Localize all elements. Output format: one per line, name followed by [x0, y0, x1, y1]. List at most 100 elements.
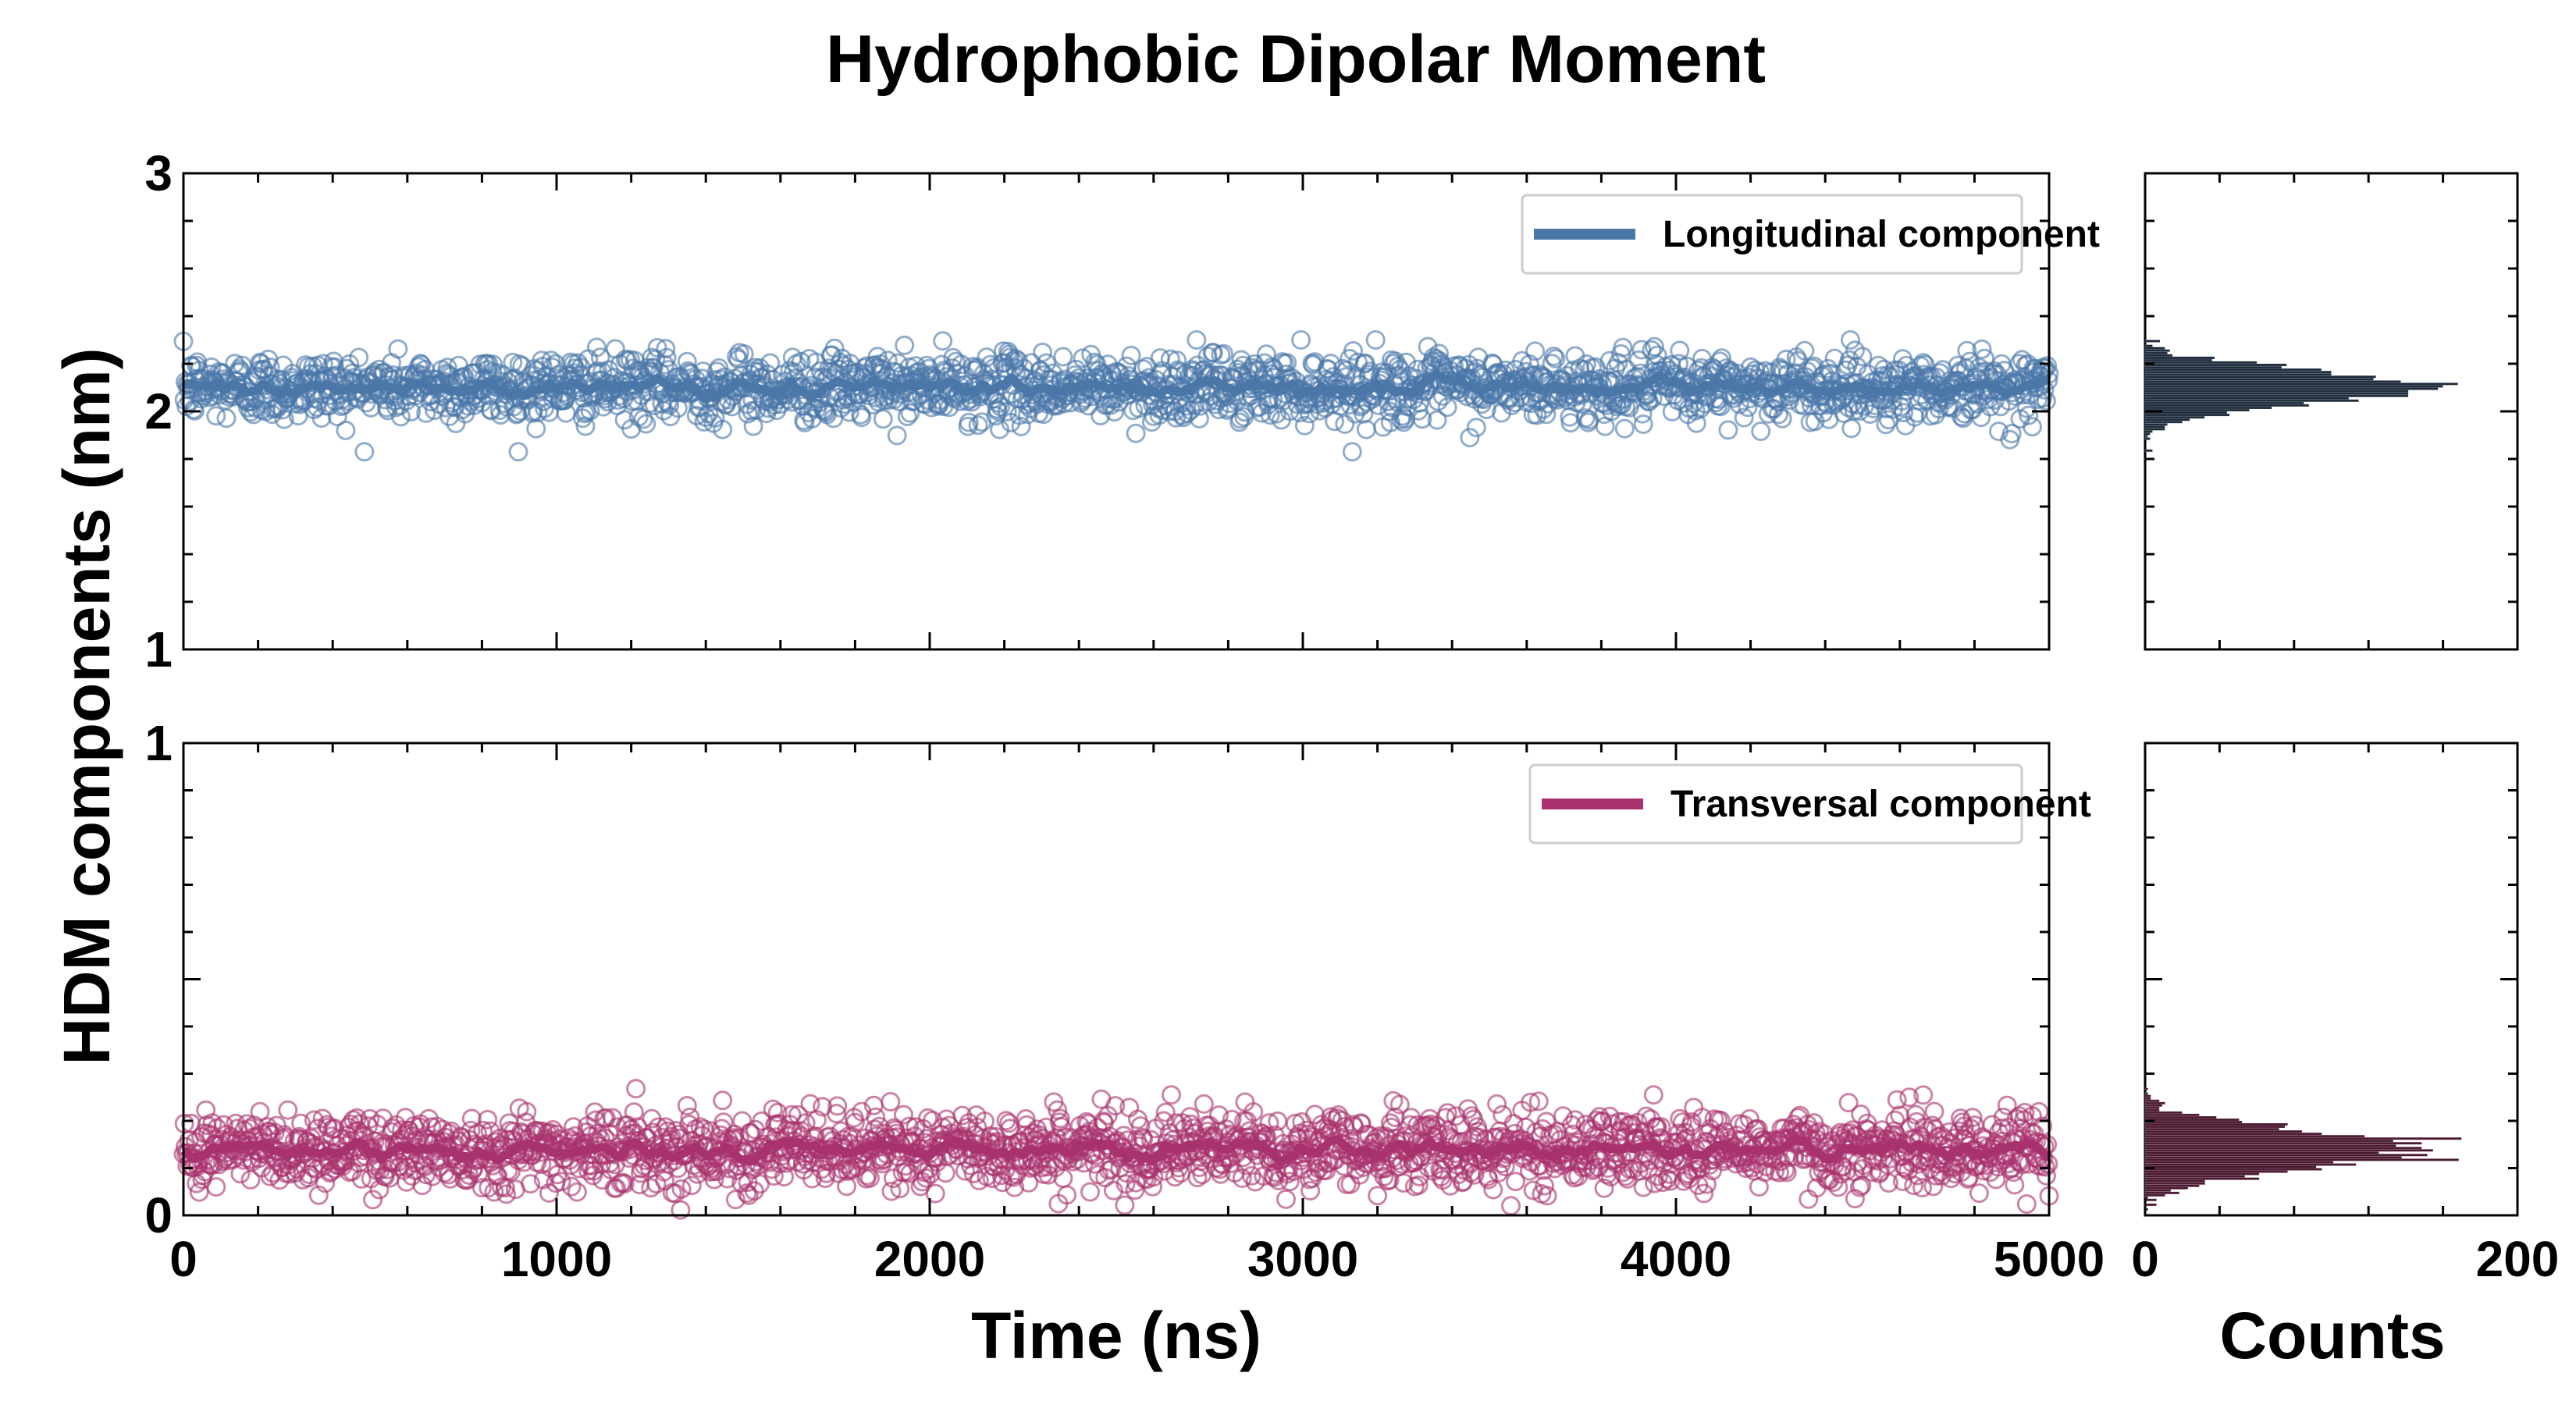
data-point	[1368, 1186, 1388, 1206]
data-point	[704, 1169, 724, 1190]
data-point	[916, 355, 937, 375]
data-point	[1050, 1108, 1070, 1129]
data-point	[354, 442, 375, 462]
data-point	[916, 1168, 936, 1188]
hist-bar	[2144, 385, 2443, 388]
data-point	[1379, 1170, 1400, 1190]
hist-bar	[2144, 1111, 2183, 1115]
data-point	[860, 1168, 880, 1188]
data-point	[1894, 403, 1914, 423]
data-point	[2037, 356, 2058, 376]
data-point	[2016, 1194, 2037, 1214]
data-point	[1628, 350, 1649, 370]
hist-bar	[2144, 1172, 2260, 1176]
data-point	[1321, 1107, 1341, 1127]
data-point	[681, 1176, 702, 1196]
data-point	[1661, 355, 1681, 375]
data-point	[987, 400, 1008, 421]
data-point	[336, 420, 356, 440]
data-point	[1594, 1178, 1614, 1198]
hist-bar	[2144, 1168, 2322, 1171]
data-point	[933, 331, 953, 351]
data-point	[1169, 362, 1189, 382]
data-point	[1276, 1189, 1296, 1209]
hist-bar	[2144, 1099, 2160, 1103]
data-point	[1382, 1117, 1401, 1137]
hist-bar	[2144, 1203, 2157, 1207]
data-point	[591, 1154, 611, 1175]
hist-bar	[2144, 1120, 2243, 1124]
data-point	[1427, 410, 1447, 430]
y-axis-label: HDM components (nm)	[50, 347, 123, 1065]
hist-bar	[2144, 1189, 2172, 1192]
data-point	[274, 409, 294, 429]
data-point	[1777, 1162, 1797, 1183]
hist-bar	[2144, 361, 2258, 365]
hist-bar	[2144, 1139, 2394, 1143]
hist-bar	[2144, 1122, 2288, 1126]
chart-title: Hydrophobic Dipolar Moment	[826, 22, 1766, 97]
data-point	[1527, 405, 1547, 425]
data-point	[626, 1079, 646, 1099]
hist-bar	[2144, 399, 2359, 403]
data-point	[471, 1178, 492, 1198]
hist-bar	[2144, 437, 2151, 440]
data-point	[508, 442, 528, 462]
data-point	[1918, 1121, 1938, 1141]
x-tick-label: 4000	[1621, 1231, 1731, 1287]
data-point	[1154, 1111, 1174, 1131]
data-point	[845, 1112, 865, 1133]
transversal-panel: 0 1 0 1000 2000 3000 4000 5000	[144, 715, 2105, 1287]
data-point	[805, 367, 825, 387]
data-point	[527, 361, 547, 381]
data-point	[586, 337, 607, 357]
data-point	[819, 358, 839, 379]
data-point	[763, 1166, 784, 1186]
data-point	[1506, 1172, 1525, 1192]
x-axis-label: Time (ns)	[971, 1299, 1261, 1372]
data-point	[1130, 1116, 1151, 1136]
data-point	[1051, 1117, 1071, 1137]
data-point	[894, 1104, 913, 1125]
data-point	[206, 1177, 226, 1197]
data-point	[1105, 402, 1125, 422]
data-point	[1969, 1183, 1989, 1204]
data-point	[1221, 1153, 1241, 1173]
data-point	[1957, 340, 1977, 361]
data-point	[1519, 354, 1539, 374]
data-point	[1734, 407, 1754, 428]
data-point	[1962, 1108, 1983, 1128]
data-point	[240, 1169, 261, 1190]
data-point	[351, 1168, 372, 1189]
data-point	[1738, 397, 1758, 418]
data-point	[567, 1182, 587, 1202]
data-point	[568, 353, 588, 373]
data-point	[725, 1190, 745, 1210]
data-point	[1899, 1087, 1920, 1108]
hist-bar	[2144, 1149, 2434, 1152]
data-point	[1633, 1177, 1653, 1197]
hist-bar	[2144, 380, 2401, 383]
data-point	[852, 407, 872, 428]
hist-bar	[2144, 370, 2332, 374]
data-point	[1852, 347, 1873, 367]
data-point	[677, 1096, 697, 1115]
data-point	[1904, 1176, 1924, 1196]
data-point	[827, 1096, 848, 1116]
data-point	[713, 419, 733, 439]
data-point	[1521, 1092, 1541, 1112]
data-point	[1365, 330, 1386, 350]
data-point	[1614, 418, 1635, 439]
hist-bar	[2144, 1104, 2163, 1108]
running-average-line	[181, 370, 2051, 404]
hist-bar	[2144, 340, 2161, 343]
data-point	[968, 415, 988, 436]
data-point	[624, 1102, 644, 1122]
transversal-histogram: 0 200	[2131, 742, 2559, 1287]
data-point	[1493, 1104, 1513, 1125]
hist-bar	[2144, 404, 2310, 407]
data-point	[2001, 424, 2022, 443]
data-point	[1053, 347, 1073, 367]
data-point	[532, 1154, 552, 1175]
data-point	[478, 1109, 498, 1129]
